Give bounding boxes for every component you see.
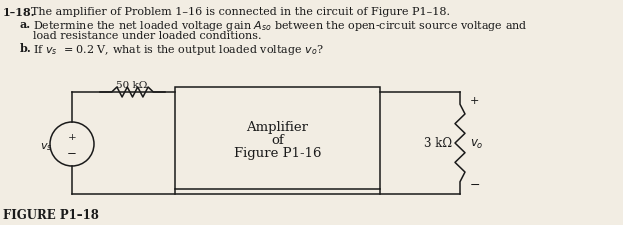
Text: +: +: [470, 96, 479, 106]
Text: 50 kΩ: 50 kΩ: [117, 81, 148, 90]
Text: +: +: [68, 133, 77, 142]
Text: −: −: [67, 146, 77, 159]
Text: If $v_s$  = 0.2 V, what is the output loaded voltage $v_o$?: If $v_s$ = 0.2 V, what is the output loa…: [33, 43, 324, 57]
Text: b.: b.: [20, 43, 32, 54]
Text: 1–18.: 1–18.: [3, 7, 36, 18]
Text: $v_o$: $v_o$: [470, 137, 483, 150]
Bar: [175, 88, 380, 189]
Text: load resistance under loaded conditions.: load resistance under loaded conditions.: [33, 31, 262, 41]
Text: a.: a.: [20, 19, 31, 30]
Text: Figure P1-16: Figure P1-16: [234, 147, 321, 160]
Text: $v_s$: $v_s$: [40, 140, 52, 152]
Text: Determine the net loaded voltage gain $A_{so}$ between the open-circuit source v: Determine the net loaded voltage gain $A…: [33, 19, 528, 33]
Text: 3 kΩ: 3 kΩ: [424, 137, 452, 150]
Text: −: −: [470, 178, 480, 191]
Text: FIGURE P1–18: FIGURE P1–18: [3, 208, 99, 221]
Text: of: of: [271, 134, 284, 147]
Text: Amplifier: Amplifier: [247, 121, 308, 134]
Text: The amplifier of Problem 1–16 is connected in the circuit of Figure P1–18.: The amplifier of Problem 1–16 is connect…: [31, 7, 450, 17]
